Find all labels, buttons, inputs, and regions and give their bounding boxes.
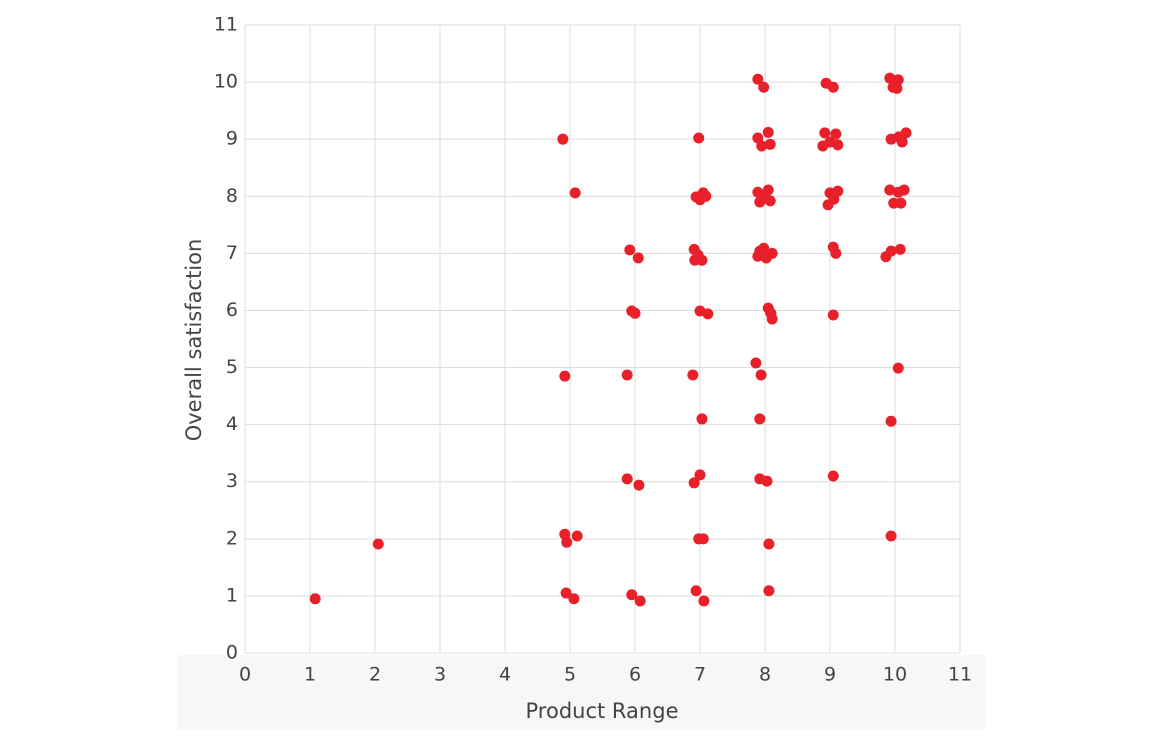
- x-tick-label: 9: [824, 664, 836, 686]
- point: [372, 538, 384, 550]
- y-tick-label: 4: [226, 413, 238, 435]
- point: [758, 81, 770, 93]
- point: [898, 184, 910, 196]
- y-axis-title: Overall satisfaction: [182, 239, 206, 442]
- y-tick-label: 1: [226, 584, 238, 606]
- point: [884, 72, 896, 84]
- x-tick-label: 6: [629, 664, 641, 686]
- y-tick-label: 10: [214, 71, 238, 93]
- x-tick-label: 10: [883, 664, 907, 686]
- x-tick-label: 0: [239, 664, 251, 686]
- point: [830, 128, 842, 140]
- point: [756, 140, 768, 152]
- point: [819, 127, 831, 139]
- point: [828, 193, 840, 205]
- point: [697, 533, 709, 545]
- y-tick-label: 0: [226, 642, 238, 664]
- x-tick-label: 7: [694, 664, 706, 686]
- point: [634, 595, 646, 607]
- point: [766, 313, 778, 325]
- point: [309, 593, 321, 605]
- point: [885, 415, 897, 427]
- x-tick-label: 2: [369, 664, 381, 686]
- point: [763, 538, 775, 550]
- point: [569, 187, 581, 199]
- x-tick-label: 4: [499, 664, 511, 686]
- point: [827, 81, 839, 93]
- point: [762, 126, 774, 138]
- point: [696, 413, 708, 425]
- point: [754, 413, 766, 425]
- y-tick-label: 6: [226, 299, 238, 321]
- y-tick-label: 2: [226, 527, 238, 549]
- point: [626, 589, 638, 601]
- point: [750, 357, 762, 369]
- point: [688, 477, 700, 489]
- point: [763, 585, 775, 597]
- point: [830, 247, 842, 259]
- y-tick-label: 5: [226, 356, 238, 378]
- point: [764, 138, 776, 150]
- point: [557, 133, 569, 145]
- x-tick-label: 5: [564, 664, 576, 686]
- point: [561, 536, 573, 548]
- point: [621, 369, 633, 381]
- point: [895, 197, 907, 209]
- point: [894, 243, 906, 255]
- y-tick-label: 9: [226, 128, 238, 150]
- point: [700, 190, 712, 202]
- x-tick-label: 3: [434, 664, 446, 686]
- y-tick-label: 3: [226, 470, 238, 492]
- x-axis-title: Product Range: [526, 699, 679, 723]
- point: [760, 252, 772, 264]
- point: [900, 127, 912, 139]
- point: [892, 362, 904, 374]
- x-tick-label: 8: [759, 664, 771, 686]
- point: [759, 190, 771, 202]
- point: [884, 184, 896, 196]
- point: [690, 585, 702, 597]
- y-tick-label: 11: [214, 14, 238, 36]
- x-tick-label: 1: [304, 664, 316, 686]
- point: [694, 469, 706, 481]
- point: [632, 252, 644, 264]
- point: [698, 595, 710, 607]
- x-tick-label: 11: [948, 664, 972, 686]
- point: [896, 136, 908, 148]
- point: [687, 369, 699, 381]
- point: [885, 530, 897, 542]
- point: [752, 250, 764, 262]
- point: [755, 369, 767, 381]
- point: [832, 139, 844, 151]
- x-axis-band: [178, 655, 985, 730]
- point: [568, 593, 580, 605]
- point: [702, 308, 714, 320]
- point: [629, 307, 641, 319]
- point: [571, 530, 583, 542]
- point: [560, 587, 572, 599]
- point: [633, 479, 645, 491]
- point: [885, 245, 897, 257]
- point: [621, 473, 633, 485]
- point: [624, 244, 636, 256]
- y-tick-label: 7: [226, 242, 238, 264]
- point: [559, 370, 571, 382]
- point: [761, 475, 773, 487]
- point: [752, 73, 764, 85]
- point: [758, 242, 770, 254]
- point: [827, 309, 839, 321]
- point: [891, 82, 903, 94]
- point: [827, 470, 839, 482]
- point: [692, 249, 704, 261]
- y-tick-label: 8: [226, 185, 238, 207]
- point: [693, 132, 705, 144]
